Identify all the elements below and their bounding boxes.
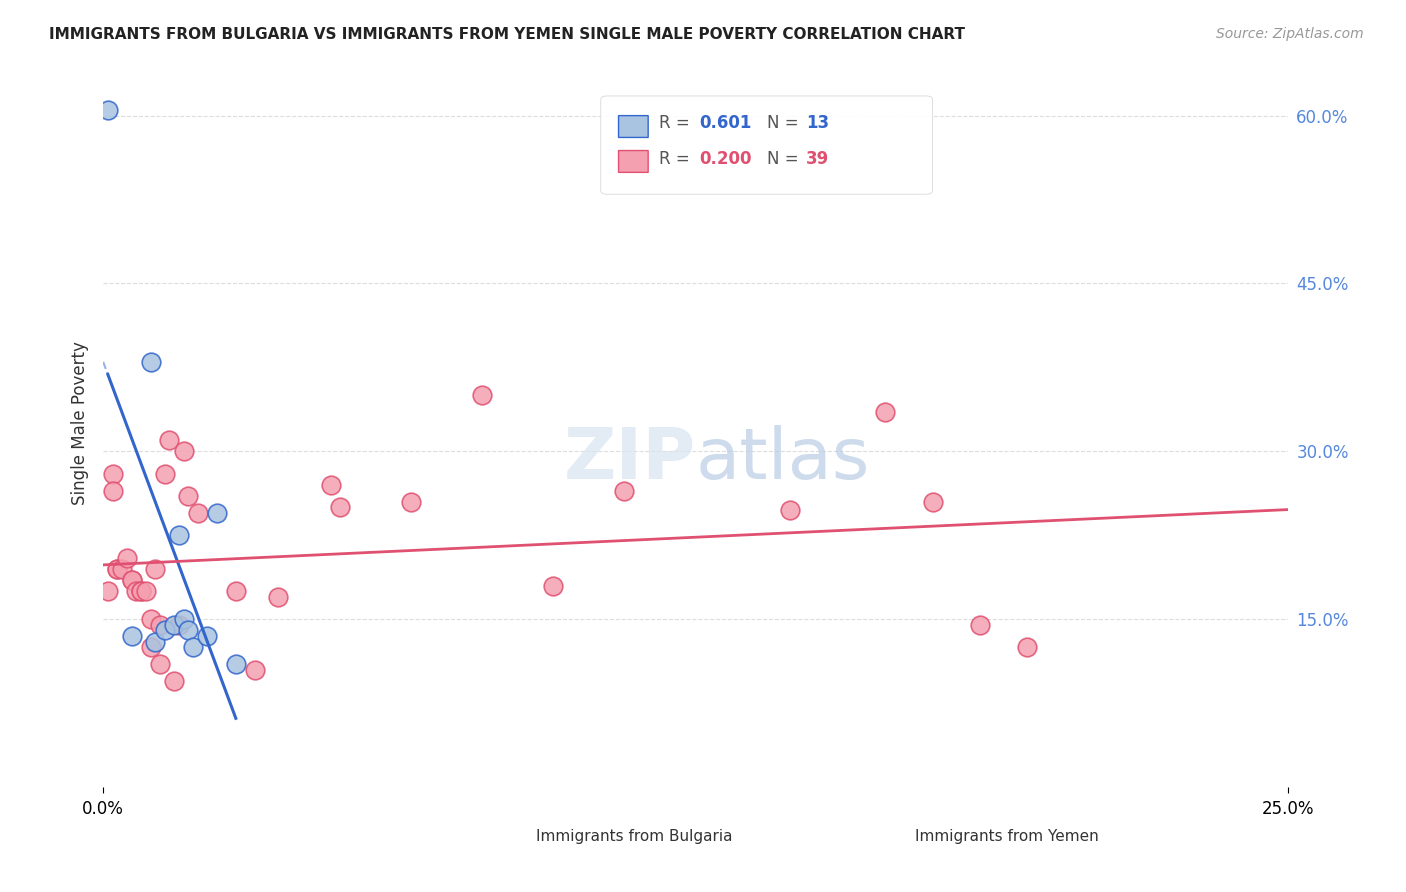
Point xyxy=(149,657,172,671)
Point xyxy=(105,562,128,576)
Point xyxy=(105,562,128,576)
FancyBboxPatch shape xyxy=(619,151,648,172)
Point xyxy=(921,494,943,508)
Point xyxy=(139,640,162,655)
Point xyxy=(225,584,247,599)
Text: ZIP: ZIP xyxy=(564,425,696,494)
Point xyxy=(181,640,204,655)
Point xyxy=(205,506,228,520)
Point xyxy=(121,629,143,643)
Text: N =: N = xyxy=(766,114,803,132)
Text: IMMIGRANTS FROM BULGARIA VS IMMIGRANTS FROM YEMEN SINGLE MALE POVERTY CORRELATIO: IMMIGRANTS FROM BULGARIA VS IMMIGRANTS F… xyxy=(49,27,965,42)
Point xyxy=(543,579,565,593)
Text: Immigrants from Bulgaria: Immigrants from Bulgaria xyxy=(536,829,733,844)
Point xyxy=(139,355,162,369)
Point xyxy=(187,506,209,520)
Point xyxy=(173,612,195,626)
Point xyxy=(97,584,120,599)
Point xyxy=(167,528,190,542)
Text: 0.200: 0.200 xyxy=(699,150,752,169)
Point xyxy=(115,550,138,565)
Point xyxy=(139,612,162,626)
Point xyxy=(135,584,157,599)
Point xyxy=(163,617,186,632)
Point xyxy=(125,584,148,599)
Text: atlas: atlas xyxy=(696,425,870,494)
Y-axis label: Single Male Poverty: Single Male Poverty xyxy=(72,342,89,505)
Point xyxy=(779,502,801,516)
FancyBboxPatch shape xyxy=(619,116,648,137)
Point xyxy=(163,673,186,688)
Text: Source: ZipAtlas.com: Source: ZipAtlas.com xyxy=(1216,27,1364,41)
Point xyxy=(173,444,195,458)
Point xyxy=(471,388,494,402)
Point xyxy=(101,467,124,481)
Point xyxy=(319,478,342,492)
Point xyxy=(875,405,897,419)
Point xyxy=(153,467,176,481)
Point xyxy=(225,657,247,671)
Point xyxy=(1017,640,1039,655)
Text: Immigrants from Yemen: Immigrants from Yemen xyxy=(915,829,1098,844)
Point xyxy=(143,562,166,576)
Text: N =: N = xyxy=(766,150,803,169)
Point xyxy=(267,590,290,604)
Text: 0.601: 0.601 xyxy=(699,114,751,132)
Point xyxy=(143,634,166,648)
Text: R =: R = xyxy=(659,114,695,132)
Text: 13: 13 xyxy=(806,114,830,132)
Point xyxy=(149,617,172,632)
Point xyxy=(159,433,181,447)
Point xyxy=(101,483,124,498)
Point xyxy=(167,617,190,632)
Point xyxy=(177,489,200,503)
Point xyxy=(121,573,143,587)
Point xyxy=(399,494,422,508)
Point xyxy=(111,562,134,576)
Point xyxy=(177,624,200,638)
FancyBboxPatch shape xyxy=(855,828,903,847)
Point xyxy=(243,663,266,677)
Point xyxy=(121,573,143,587)
Point xyxy=(329,500,352,515)
FancyBboxPatch shape xyxy=(600,96,932,194)
Point xyxy=(129,584,152,599)
Text: R =: R = xyxy=(659,150,695,169)
Point xyxy=(197,629,219,643)
Point xyxy=(613,483,636,498)
FancyBboxPatch shape xyxy=(477,828,524,847)
Point xyxy=(153,624,176,638)
Point xyxy=(129,584,152,599)
Text: 39: 39 xyxy=(806,150,830,169)
Point xyxy=(97,103,120,117)
Point xyxy=(969,617,991,632)
